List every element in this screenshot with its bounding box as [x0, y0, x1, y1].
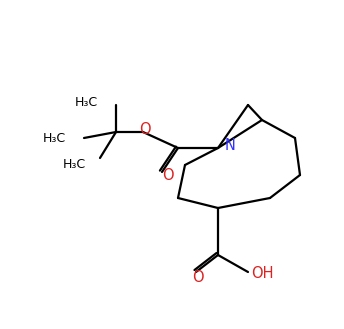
Text: O: O: [139, 122, 151, 138]
Text: N: N: [225, 139, 235, 154]
Text: H₃C: H₃C: [43, 132, 66, 144]
Text: H₃C: H₃C: [75, 96, 98, 110]
Text: OH: OH: [251, 266, 273, 282]
Text: O: O: [162, 168, 174, 184]
Text: O: O: [192, 269, 204, 285]
Text: H₃C: H₃C: [63, 158, 86, 170]
